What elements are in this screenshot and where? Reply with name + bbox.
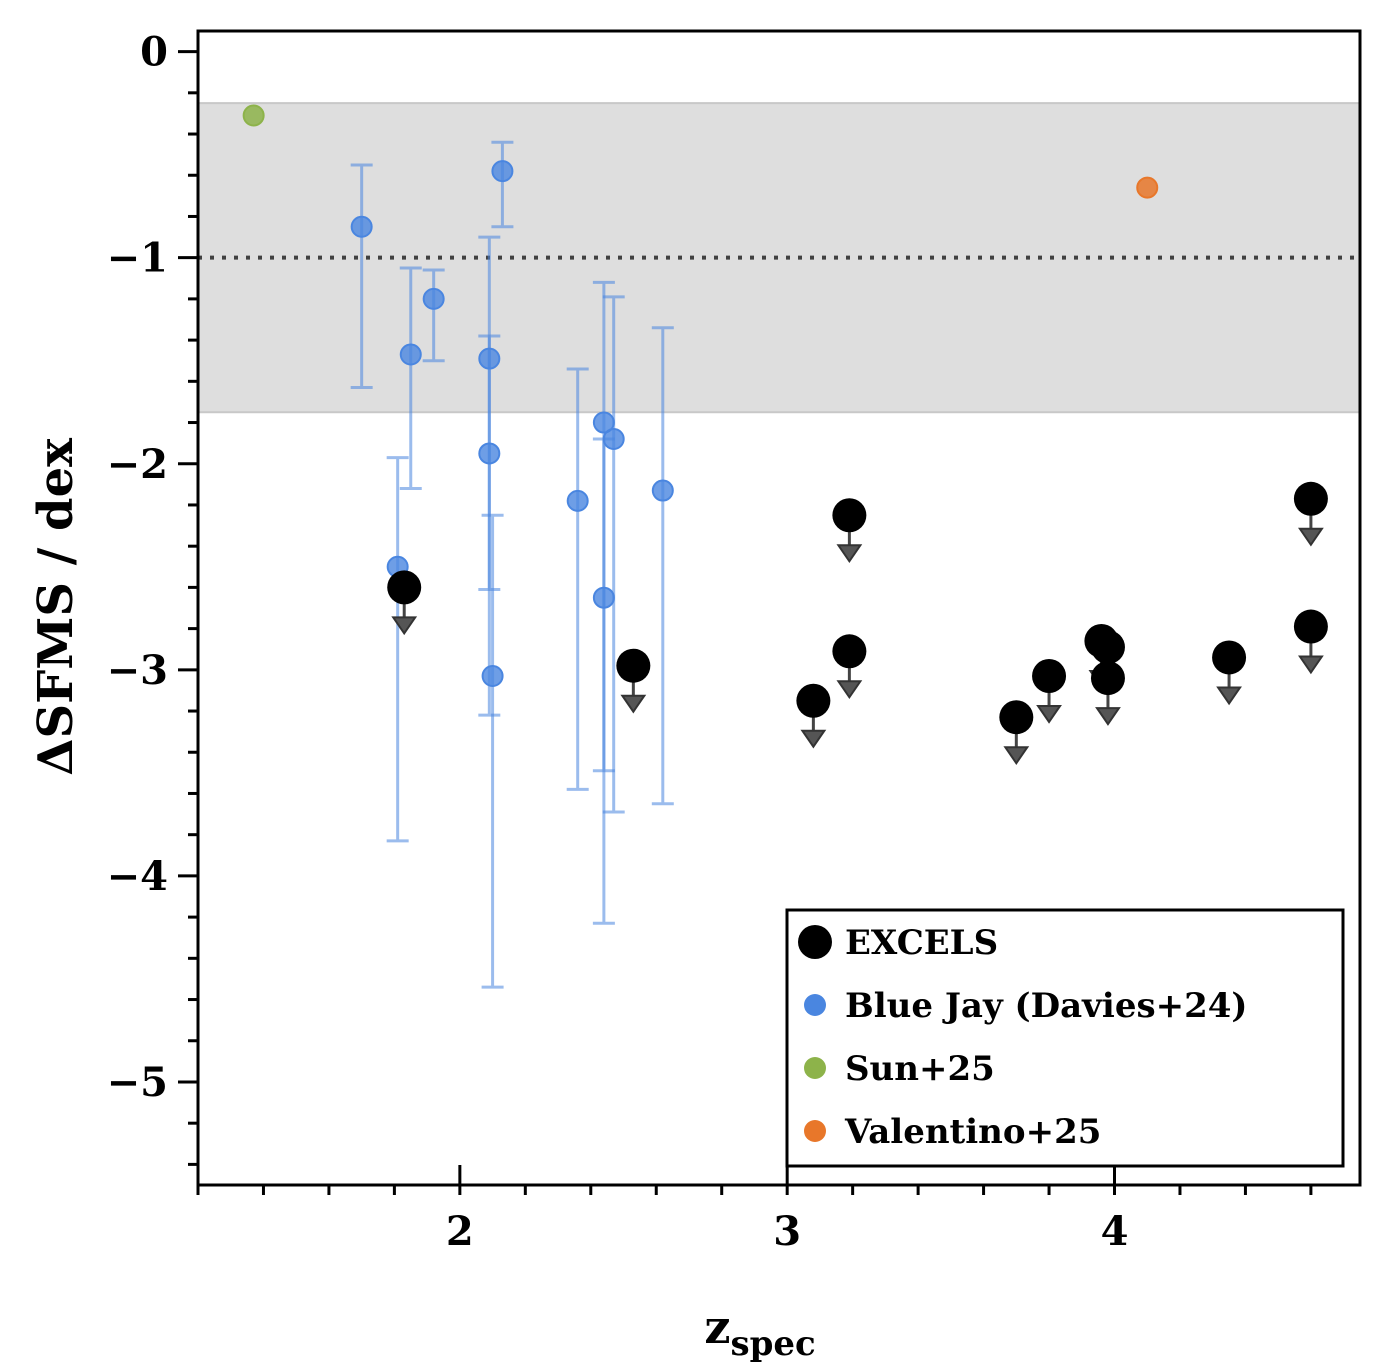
excels-upper-limit bbox=[1090, 661, 1125, 726]
upper-limit-arrow bbox=[1216, 686, 1242, 706]
excels-point bbox=[1032, 659, 1067, 694]
x-axis-label: zspec bbox=[704, 1300, 815, 1364]
blue-jay-errorbar bbox=[399, 266, 422, 490]
excels-point bbox=[1293, 609, 1328, 644]
y-tick-label: −3 bbox=[107, 647, 168, 694]
blue-jay-errorbar bbox=[481, 513, 504, 989]
blue-jay-point bbox=[602, 428, 625, 451]
x-tick-label: 3 bbox=[773, 1208, 801, 1255]
blue-jay-errorbar bbox=[602, 295, 625, 814]
blue-jay-point bbox=[478, 442, 501, 465]
blue-jay-errorbar bbox=[592, 437, 615, 925]
upper-limit-arrow bbox=[800, 729, 827, 749]
valentino25-point bbox=[1136, 176, 1159, 199]
y-tick-label: −4 bbox=[107, 853, 168, 900]
blue-jay-point bbox=[481, 665, 504, 688]
excels-upper-limit bbox=[832, 634, 867, 700]
blue-jay-point bbox=[491, 160, 514, 183]
y-tick-label: 0 bbox=[140, 29, 168, 76]
upper-limit-arrow bbox=[1297, 527, 1324, 547]
excels-point bbox=[1090, 630, 1125, 665]
blue-jay-point bbox=[566, 489, 589, 512]
excels-point bbox=[832, 634, 867, 669]
blue-jay-point bbox=[422, 287, 445, 310]
upper-limit-arrow bbox=[1003, 746, 1030, 765]
blue-jay-errorbar bbox=[651, 326, 674, 806]
excels-point bbox=[1293, 481, 1328, 516]
y-tick-label: −1 bbox=[107, 235, 168, 282]
excels-upper-limit bbox=[999, 700, 1034, 765]
excels-upper-limit bbox=[796, 683, 831, 749]
excels-upper-limit bbox=[1293, 609, 1328, 675]
excels-upper-limit bbox=[387, 570, 422, 636]
excels-upper-limit bbox=[1212, 640, 1247, 706]
y-tick-label: −5 bbox=[107, 1059, 168, 1106]
blue-jay-point bbox=[478, 347, 501, 370]
blue-jay-point bbox=[651, 479, 674, 502]
upper-limit-arrow bbox=[620, 694, 647, 714]
sun25-point bbox=[242, 104, 265, 127]
blue-jay-point bbox=[592, 411, 615, 434]
legend-label: Blue Jay (Davies+24) bbox=[845, 986, 1248, 1026]
excels-point bbox=[616, 648, 651, 683]
x-tick-label: 2 bbox=[446, 1208, 474, 1255]
blue-jay-errorbar bbox=[478, 334, 501, 717]
excels-point bbox=[387, 570, 422, 605]
excels-point bbox=[999, 700, 1034, 735]
legend-marker bbox=[804, 994, 826, 1016]
plot-frame bbox=[196, 29, 1362, 1187]
upper-limit-arrow bbox=[1036, 705, 1062, 724]
legend-marker bbox=[804, 1120, 826, 1142]
blue-jay-point bbox=[592, 586, 615, 609]
upper-limit-arrow bbox=[836, 544, 863, 564]
legend-box bbox=[785, 908, 1345, 1168]
upper-limit-arrow bbox=[391, 616, 418, 636]
upper-limit-arrow bbox=[1297, 655, 1324, 675]
legend-label: EXCELS bbox=[845, 923, 998, 963]
blue-jay-point bbox=[350, 215, 373, 238]
legend-marker bbox=[804, 1057, 826, 1079]
excels-upper-limit bbox=[1293, 481, 1328, 547]
blue-jay-errorbar bbox=[386, 456, 409, 843]
excels-upper-limit bbox=[832, 498, 867, 564]
y-tick-label: −2 bbox=[107, 441, 168, 488]
blue-jay-point bbox=[399, 343, 422, 366]
upper-limit-arrow bbox=[836, 680, 863, 700]
excels-point bbox=[1090, 661, 1125, 696]
excels-point bbox=[1212, 640, 1247, 675]
excels-upper-limit bbox=[616, 648, 651, 714]
excels-point bbox=[832, 498, 867, 533]
blue-jay-errorbar bbox=[350, 163, 373, 390]
y-axis-label: ΔSFMS / dex bbox=[28, 438, 84, 776]
blue-jay-errorbar bbox=[491, 140, 514, 229]
legend-marker bbox=[798, 925, 832, 959]
legend-label: Valentino+25 bbox=[844, 1112, 1101, 1152]
excels-upper-limit bbox=[1032, 659, 1067, 724]
legend-label: Sun+25 bbox=[845, 1049, 995, 1089]
x-tick-label: 4 bbox=[1101, 1208, 1129, 1255]
upper-limit-arrow bbox=[1095, 707, 1121, 726]
blue-jay-errorbar bbox=[566, 367, 589, 791]
excels-point bbox=[796, 683, 831, 718]
blue-jay-errorbar bbox=[422, 268, 445, 363]
